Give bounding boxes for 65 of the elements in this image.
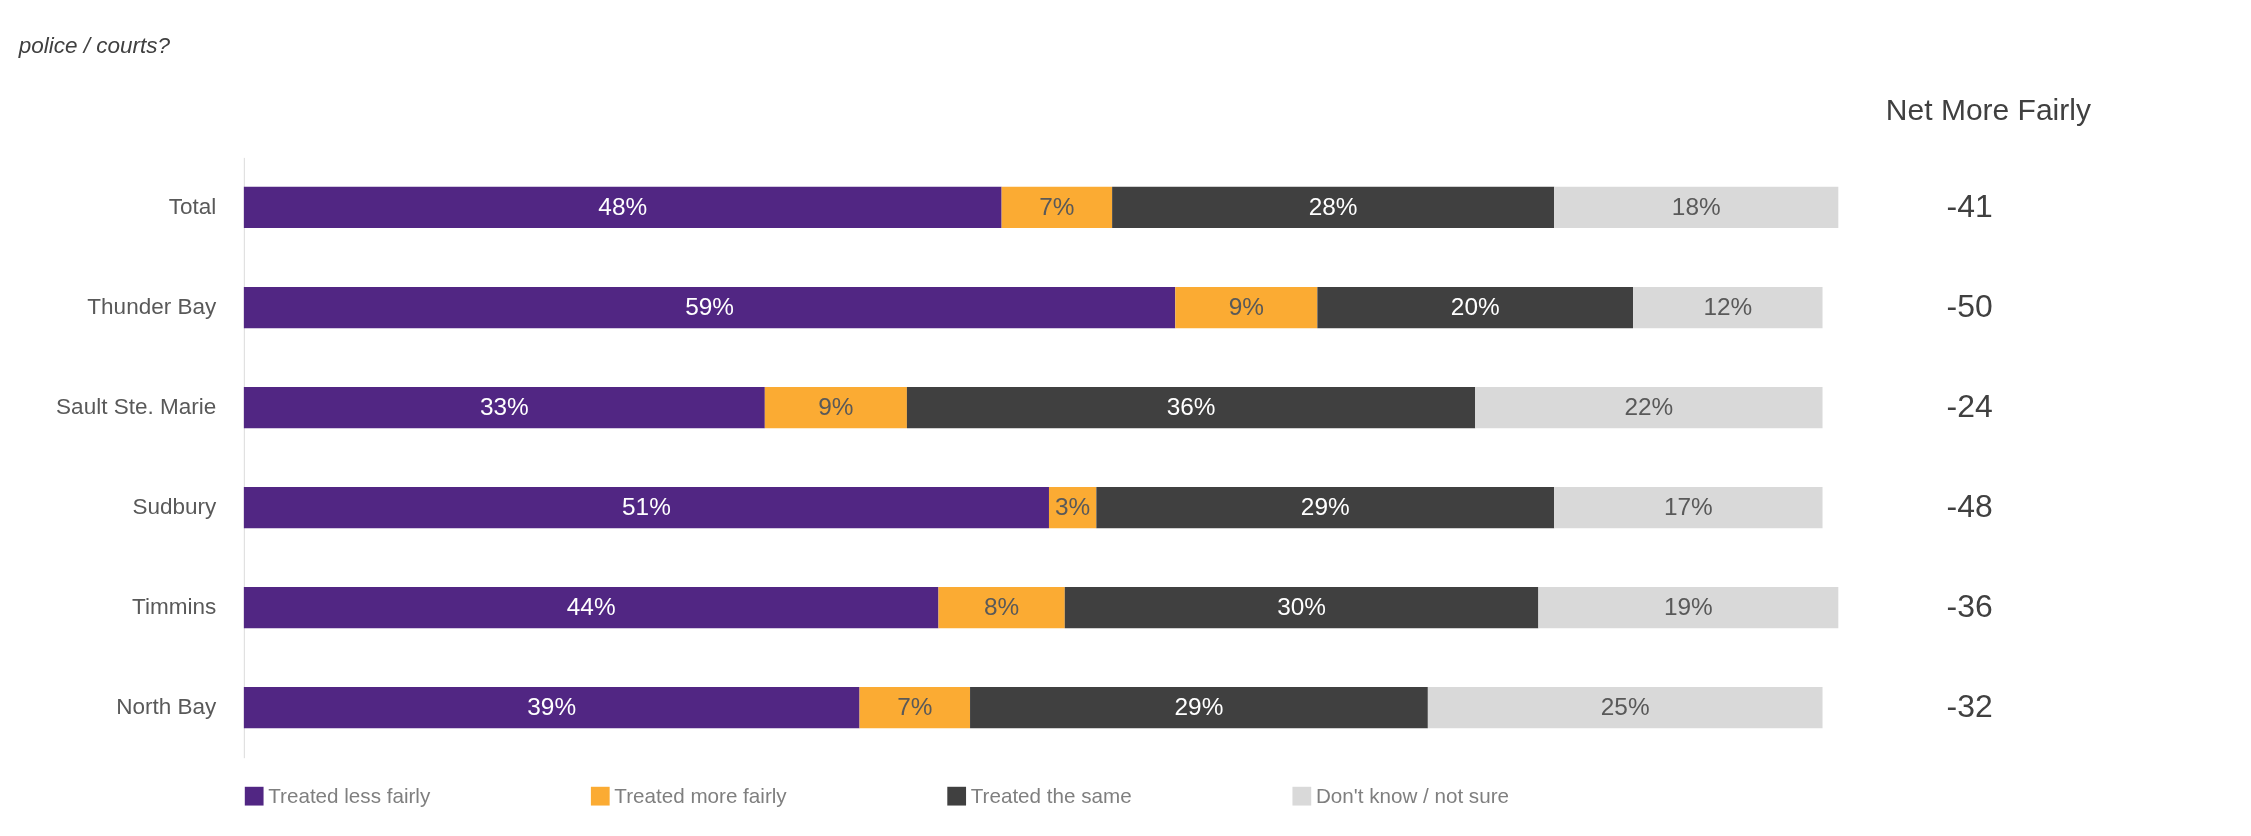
legend-label: Treated less fairly xyxy=(268,783,431,807)
data-label: 39% xyxy=(527,693,577,721)
bar xyxy=(243,386,765,429)
bar xyxy=(906,386,1476,429)
bar xyxy=(1554,186,1839,229)
data-label: 44% xyxy=(566,593,616,621)
data-label: 12% xyxy=(1703,293,1753,321)
data-label: 59% xyxy=(685,293,734,321)
data-label: 30% xyxy=(1277,593,1326,621)
bar xyxy=(1317,286,1634,329)
text: Net More Fairly xyxy=(1885,92,2091,126)
data-label: 19% xyxy=(1663,593,1713,621)
data-label: 8% xyxy=(984,593,1020,621)
bar xyxy=(764,386,907,429)
text: -50 xyxy=(1946,287,1993,324)
bar xyxy=(1427,687,1823,729)
chart-title: police / courts? xyxy=(17,33,171,59)
bar xyxy=(1538,587,1839,629)
data-label: 20% xyxy=(1450,293,1500,321)
data-label: 28% xyxy=(1308,192,1358,220)
data-label: 25% xyxy=(1600,693,1650,721)
data-label: 9% xyxy=(1228,293,1264,321)
y-tick-label: North Bay xyxy=(116,694,217,720)
bar xyxy=(1112,186,1555,229)
bar xyxy=(243,486,1049,529)
bar xyxy=(1001,186,1113,229)
data-label: 36% xyxy=(1166,393,1216,421)
data-label: 22% xyxy=(1624,393,1674,421)
bar xyxy=(243,587,939,629)
text: -48 xyxy=(1946,487,1993,524)
data-label: 18% xyxy=(1671,192,1721,220)
data-label: 9% xyxy=(818,393,854,421)
bar xyxy=(1554,486,1823,529)
bar xyxy=(243,687,860,729)
data-label: 29% xyxy=(1174,693,1224,721)
text: -24 xyxy=(1946,387,1993,424)
data-label: 48% xyxy=(598,192,648,220)
y-tick-label: Sudbury xyxy=(132,494,217,520)
bar xyxy=(938,587,1065,629)
data-label: 51% xyxy=(622,493,671,521)
bar xyxy=(1096,486,1555,529)
y-tick-label: Thunder Bay xyxy=(87,294,217,320)
legend-label: Treated more fairly xyxy=(614,783,788,807)
legend-label: Treated the same xyxy=(970,783,1132,807)
data-label: 3% xyxy=(1055,493,1091,521)
data-label: 33% xyxy=(479,393,529,421)
text: -32 xyxy=(1946,688,1993,725)
bar xyxy=(859,687,971,729)
bar xyxy=(1064,587,1539,629)
data-label: 29% xyxy=(1300,493,1350,521)
bar xyxy=(243,186,1002,229)
bar xyxy=(1633,286,1823,329)
bar xyxy=(243,286,1176,329)
bar xyxy=(1175,286,1318,329)
data-label: 7% xyxy=(1039,192,1075,220)
y-tick-label: Total xyxy=(168,194,217,220)
legend-label: Don't know / not sure xyxy=(1315,783,1510,807)
y-tick-label: Timmins xyxy=(132,594,217,620)
text: -36 xyxy=(1946,588,1993,625)
y-tick-label: Sault Ste. Marie xyxy=(56,394,217,420)
bar xyxy=(1475,386,1823,429)
text: -41 xyxy=(1946,187,1993,224)
data-label: 17% xyxy=(1663,493,1713,521)
bar xyxy=(970,687,1428,729)
data-label: 7% xyxy=(897,693,933,721)
